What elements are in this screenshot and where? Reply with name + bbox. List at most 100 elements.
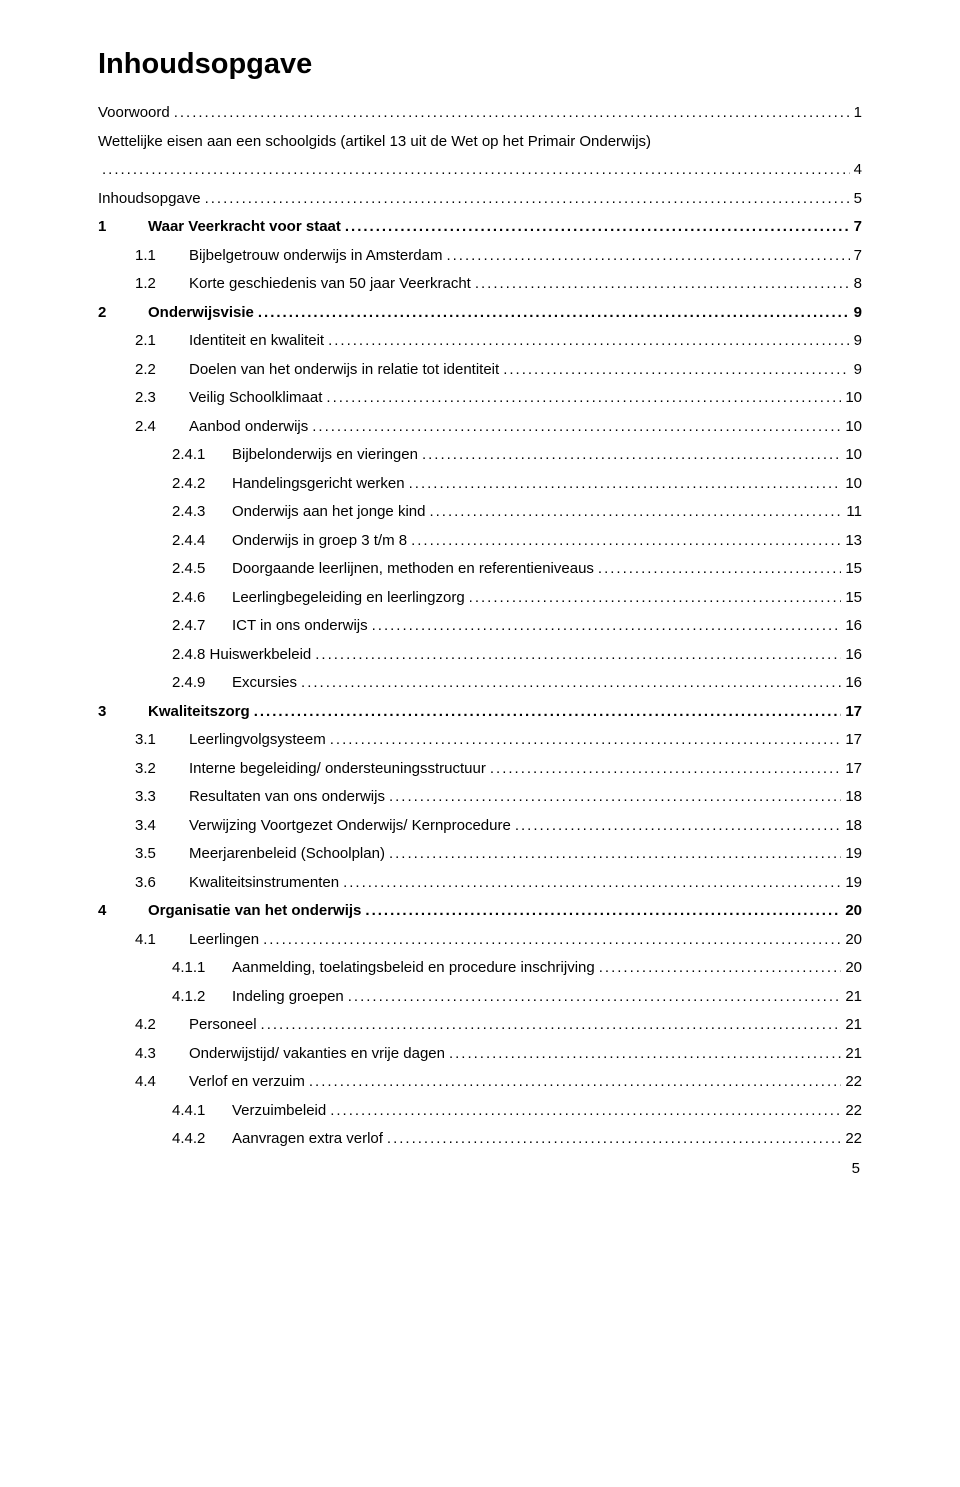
toc-entry[interactable]: Wettelijke eisen aan een schoolgids (art… [98, 134, 862, 149]
toc-entry[interactable]: 4.3Onderwijstijd/ vakanties en vrije dag… [135, 1046, 862, 1061]
toc-entry[interactable]: 4.4Verlof en verzuim22 [135, 1074, 862, 1089]
toc-entry-number: 2.4.2 [172, 476, 232, 491]
toc-entry-page: 11 [842, 504, 862, 519]
toc-entry-text: Doorgaande leerlijnen, methoden en refer… [232, 560, 594, 577]
toc-leader-dots [372, 618, 842, 633]
toc-entry-label: 1.2Korte geschiedenis van 50 jaar Veerkr… [135, 276, 475, 291]
toc-entry-page: 9 [850, 305, 862, 320]
toc-entry-continued[interactable]: 4 [98, 162, 862, 177]
toc-entry-label: 3.2Interne begeleiding/ ondersteuningsst… [135, 761, 490, 776]
toc-entry-number: 2.1 [135, 333, 189, 348]
toc-leader-dots [258, 305, 850, 320]
toc-entry[interactable]: 1Waar Veerkracht voor staat7 [98, 219, 862, 234]
toc-entry-label: Wettelijke eisen aan een schoolgids (art… [98, 134, 655, 149]
toc-entry[interactable]: 3.4Verwijzing Voortgezet Onderwijs/ Kern… [135, 818, 862, 833]
toc-entry-text: Handelingsgericht werken [232, 475, 405, 492]
toc-entry[interactable]: 1.1Bijbelgetrouw onderwijs in Amsterdam7 [135, 248, 862, 263]
toc-entry[interactable]: 2.3Veilig Schoolklimaat10 [135, 390, 862, 405]
toc-entry-page: 19 [841, 875, 862, 890]
toc-entry[interactable]: 2.4.3Onderwijs aan het jonge kind 11 [172, 504, 862, 519]
toc-entry[interactable]: 2.4Aanbod onderwijs10 [135, 419, 862, 434]
toc-entry[interactable]: 4.2Personeel21 [135, 1017, 862, 1032]
toc-leader-dots [490, 761, 841, 776]
toc-leader-dots [422, 447, 841, 462]
toc-entry-text: Veilig Schoolklimaat [189, 389, 322, 406]
toc-entry[interactable]: 4.1.1Aanmelding, toelatingsbeleid en pro… [172, 960, 862, 975]
toc-entry[interactable]: 4.1Leerlingen20 [135, 932, 862, 947]
toc-entry[interactable]: 3.1Leerlingvolgsysteem17 [135, 732, 862, 747]
toc-entry-label: 3.5Meerjarenbeleid (Schoolplan) [135, 846, 389, 861]
toc-entry-text: Onderwijstijd/ vakanties en vrije dagen [189, 1045, 445, 1062]
toc-entry[interactable]: 1.2Korte geschiedenis van 50 jaar Veerkr… [135, 276, 862, 291]
toc-entry-label: 2.4.8 Huiswerkbeleid [172, 647, 315, 662]
toc-entry-text: Bijbelonderwijs en vieringen [232, 446, 418, 463]
toc-entry[interactable]: 2Onderwijsvisie 9 [98, 305, 862, 320]
toc-entry-label: 4.1Leerlingen [135, 932, 263, 947]
toc-entry[interactable]: 2.2Doelen van het onderwijs in relatie t… [135, 362, 862, 377]
toc-entry[interactable]: 2.4.1Bijbelonderwijs en vieringen10 [172, 447, 862, 462]
toc-entry[interactable]: 3.2Interne begeleiding/ ondersteuningsst… [135, 761, 862, 776]
toc-entry-page: 15 [841, 561, 862, 576]
toc-leader-dots [429, 504, 842, 519]
toc-entry[interactable]: Inhoudsopgave5 [98, 191, 862, 206]
toc-entry-number: 1 [98, 219, 148, 234]
toc-entry[interactable]: 2.4.6Leerlingbegeleiding en leerlingzorg… [172, 590, 862, 605]
toc-entry[interactable]: 2.4.4Onderwijs in groep 3 t/m 813 [172, 533, 862, 548]
toc-leader-dots [409, 476, 842, 491]
toc-leader-dots [261, 1017, 842, 1032]
toc-entry-label: 2.4.1Bijbelonderwijs en vieringen [172, 447, 422, 462]
toc-entry-number: 4.3 [135, 1046, 189, 1061]
toc-entry[interactable]: 4.1.2Indeling groepen21 [172, 989, 862, 1004]
toc-entry-text: Korte geschiedenis van 50 jaar Veerkrach… [189, 275, 471, 292]
toc-entry-page: 21 [841, 1046, 862, 1061]
toc-entry-label: 3.6Kwaliteitsinstrumenten [135, 875, 343, 890]
toc-entry[interactable]: 3Kwaliteitszorg17 [98, 704, 862, 719]
toc-entry[interactable]: 2.4.9Excursies16 [172, 675, 862, 690]
toc-entry-number: 1.2 [135, 276, 189, 291]
toc-entry-text: Leerlingen [189, 931, 259, 948]
toc-entry-page: 4 [850, 162, 862, 177]
toc-entry-page: 1 [850, 105, 862, 120]
toc-entry-text: Onderwijs in groep 3 t/m 8 [232, 532, 407, 549]
toc-entry-text: Verzuimbeleid [232, 1102, 326, 1119]
toc-entry-label: 2.4.3Onderwijs aan het jonge kind [172, 504, 429, 519]
toc-entry[interactable]: 2.4.2Handelingsgericht werken10 [172, 476, 862, 491]
toc-entry[interactable]: 4.4.2Aanvragen extra verlof22 [172, 1131, 862, 1146]
toc-entry-label: 4.1.1Aanmelding, toelatingsbeleid en pro… [172, 960, 599, 975]
toc-leader-dots [301, 675, 841, 690]
toc-entry-page: 21 [841, 1017, 862, 1032]
toc-entry-text: Personeel [189, 1016, 257, 1033]
toc-entry-text: Waar Veerkracht voor staat [148, 218, 341, 235]
toc-leader-dots [326, 390, 841, 405]
toc-entry-number: 2.4 [135, 419, 189, 434]
toc-entry-text: Kwaliteitszorg [148, 703, 250, 720]
toc-entry[interactable]: 4.4.1Verzuimbeleid22 [172, 1103, 862, 1118]
toc-entry-number: 4.1.1 [172, 960, 232, 975]
toc-entry[interactable]: 3.6Kwaliteitsinstrumenten 19 [135, 875, 862, 890]
toc-entry-text: Doelen van het onderwijs in relatie tot … [189, 361, 499, 378]
toc-entry-text: Organisatie van het onderwijs [148, 902, 361, 919]
toc-entry-number: 2.4.1 [172, 447, 232, 462]
toc-leader-dots [449, 1046, 841, 1061]
toc-entry[interactable]: 2.4.8 Huiswerkbeleid16 [172, 647, 862, 662]
toc-entry[interactable]: 3.5Meerjarenbeleid (Schoolplan)19 [135, 846, 862, 861]
toc-entry[interactable]: 2.1Identiteit en kwaliteit9 [135, 333, 862, 348]
toc-leader-dots [469, 590, 842, 605]
toc-entry[interactable]: Voorwoord 1 [98, 105, 862, 120]
toc-entry-text: Kwaliteitsinstrumenten [189, 874, 339, 891]
toc-entry-text: Identiteit en kwaliteit [189, 332, 324, 349]
toc-entry[interactable]: 2.4.5Doorgaande leerlijnen, methoden en … [172, 561, 862, 576]
toc-entry-number: 2 [98, 305, 148, 320]
toc-entry[interactable]: 4Organisatie van het onderwijs20 [98, 903, 862, 918]
toc-entry-page: 5 [850, 191, 862, 206]
toc-entry-text: Verwijzing Voortgezet Onderwijs/ Kernpro… [189, 817, 511, 834]
toc-entry-page: 18 [841, 818, 862, 833]
toc-entry-page: 20 [841, 960, 862, 975]
toc-entry-text: Verlof en verzuim [189, 1073, 305, 1090]
toc-entry-text: Onderwijsvisie [148, 304, 254, 321]
toc-entry-number: 2.2 [135, 362, 189, 377]
toc-entry[interactable]: 3.3Resultaten van ons onderwijs18 [135, 789, 862, 804]
toc-entry-number: 3.3 [135, 789, 189, 804]
toc-entry[interactable]: 2.4.7ICT in ons onderwijs16 [172, 618, 862, 633]
toc-entry-label: Voorwoord [98, 105, 174, 120]
